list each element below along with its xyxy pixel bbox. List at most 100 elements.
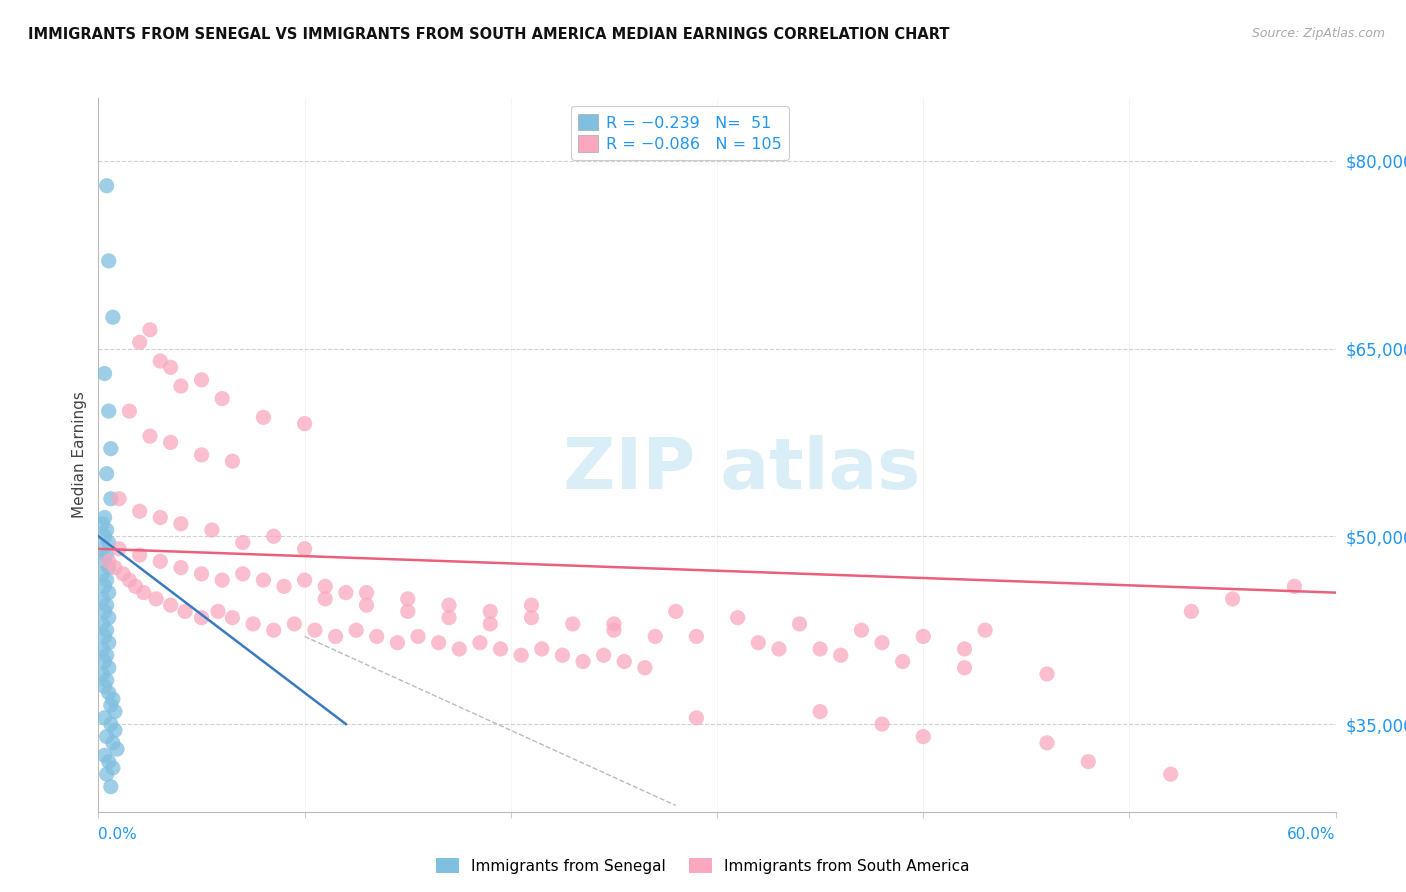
Point <box>396 591 419 606</box>
Point <box>100 780 122 794</box>
Point <box>273 579 295 593</box>
Point <box>727 610 749 624</box>
Point <box>603 623 626 637</box>
Point <box>830 648 852 663</box>
Point <box>294 573 316 587</box>
Point <box>644 630 666 644</box>
Point <box>190 448 212 462</box>
Point <box>96 623 118 637</box>
Point <box>510 648 533 663</box>
Point <box>634 661 657 675</box>
Point <box>93 630 115 644</box>
Point <box>108 541 131 556</box>
Point <box>97 253 120 268</box>
Point <box>283 616 305 631</box>
Point <box>93 748 115 763</box>
Point <box>1077 755 1099 769</box>
Point <box>96 573 118 587</box>
Point <box>100 491 122 506</box>
Point <box>93 680 115 694</box>
Point <box>211 573 233 587</box>
Point <box>572 655 595 669</box>
Point <box>561 616 583 631</box>
Point <box>406 630 429 644</box>
Point <box>118 404 141 418</box>
Point <box>97 404 120 418</box>
Point <box>91 541 114 556</box>
Point <box>252 573 274 587</box>
Point <box>190 373 212 387</box>
Point <box>100 717 122 731</box>
Point <box>221 454 243 468</box>
Point <box>91 516 114 531</box>
Point <box>242 616 264 631</box>
Point <box>747 636 769 650</box>
Point <box>112 566 135 581</box>
Point <box>174 604 197 618</box>
Point <box>97 535 120 549</box>
Point <box>97 554 120 568</box>
Point <box>912 630 935 644</box>
Point <box>449 642 471 657</box>
Point <box>468 636 491 650</box>
Point <box>530 642 553 657</box>
Point <box>314 579 336 593</box>
Point <box>108 491 131 506</box>
Point <box>789 616 811 631</box>
Point <box>891 655 914 669</box>
Text: IMMIGRANTS FROM SENEGAL VS IMMIGRANTS FROM SOUTH AMERICA MEDIAN EARNINGS CORRELA: IMMIGRANTS FROM SENEGAL VS IMMIGRANTS FR… <box>28 27 949 42</box>
Point <box>96 178 118 193</box>
Point <box>139 323 162 337</box>
Point <box>252 410 274 425</box>
Point <box>93 510 115 524</box>
Point <box>551 648 574 663</box>
Point <box>170 560 193 574</box>
Point <box>344 623 367 637</box>
Point <box>91 566 114 581</box>
Point <box>149 510 172 524</box>
Point <box>953 642 976 657</box>
Point <box>592 648 614 663</box>
Point <box>190 566 212 581</box>
Point <box>263 529 285 543</box>
Point <box>190 610 212 624</box>
Point <box>100 442 122 456</box>
Point <box>263 623 285 637</box>
Text: 60.0%: 60.0% <box>1288 827 1336 841</box>
Point <box>100 698 122 713</box>
Point <box>232 566 254 581</box>
Point <box>104 705 127 719</box>
Point <box>520 610 543 624</box>
Point <box>479 604 502 618</box>
Point <box>101 736 124 750</box>
Point <box>145 591 167 606</box>
Y-axis label: Median Earnings: Median Earnings <box>72 392 87 518</box>
Point <box>97 610 120 624</box>
Point <box>159 360 181 375</box>
Point <box>93 711 115 725</box>
Point <box>91 642 114 657</box>
Point <box>314 591 336 606</box>
Point <box>870 717 893 731</box>
Point <box>768 642 790 657</box>
Point <box>149 354 172 368</box>
Point <box>427 636 450 650</box>
Point <box>97 686 120 700</box>
Point <box>479 616 502 631</box>
Point <box>294 417 316 431</box>
Point <box>149 554 172 568</box>
Point <box>96 648 118 663</box>
Point <box>304 623 326 637</box>
Point <box>808 642 831 657</box>
Point <box>387 636 409 650</box>
Point <box>356 585 378 599</box>
Point <box>170 379 193 393</box>
Point <box>96 767 118 781</box>
Point <box>96 730 118 744</box>
Point <box>159 598 181 612</box>
Point <box>912 730 935 744</box>
Point <box>96 548 118 562</box>
Point <box>1222 591 1244 606</box>
Point <box>356 598 378 612</box>
Point <box>1036 667 1059 681</box>
